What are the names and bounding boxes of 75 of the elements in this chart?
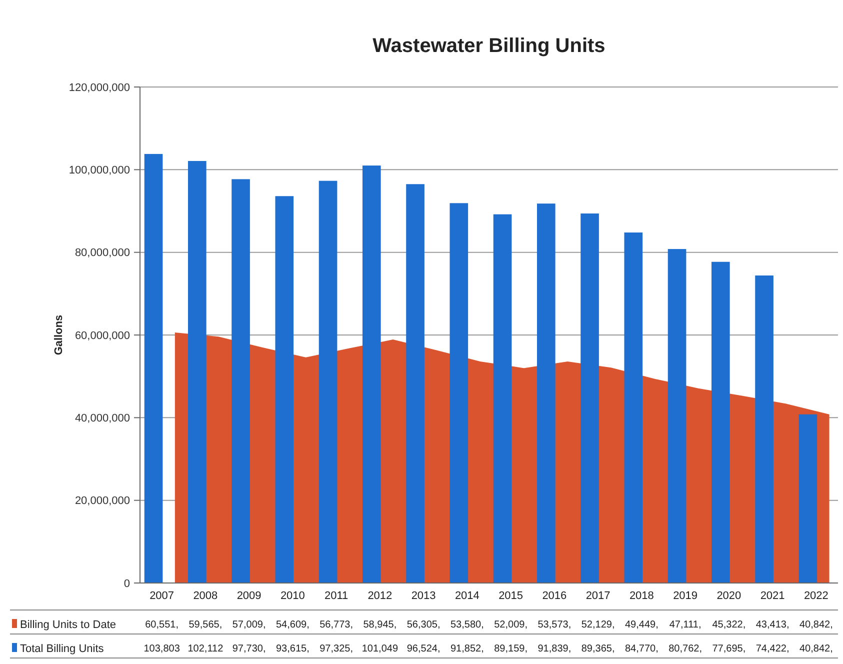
text: 77,695, — [712, 644, 746, 654]
text: 57,009, — [232, 620, 266, 630]
y-tick-label: 40,000,000 — [74, 412, 130, 425]
legend-label: Total Billing Units — [20, 642, 104, 655]
text: 91,839, — [538, 644, 572, 654]
x-tick-label: 2018 — [629, 590, 654, 602]
y-tick-label: 100,000,000 — [68, 164, 130, 177]
bar — [755, 275, 774, 583]
text: 47,111, — [669, 620, 702, 630]
text: 93,615, — [276, 644, 310, 654]
text: 54,609, — [276, 620, 310, 630]
text: 89,365, — [581, 644, 615, 654]
x-tick-label: 2007 — [150, 590, 174, 602]
text: 89,159, — [494, 644, 528, 654]
text: 103,803 — [144, 644, 180, 654]
text: 80,762, — [668, 644, 702, 654]
chart-title: Wastewater Billing Units — [372, 35, 606, 57]
bar — [450, 203, 468, 583]
text: 53,580, — [450, 620, 484, 630]
y-axis-title: Gallons — [53, 314, 65, 356]
bar — [668, 249, 686, 583]
x-tick-label: 2014 — [454, 590, 480, 602]
x-tick-label: 2008 — [193, 590, 218, 602]
bar — [580, 213, 599, 583]
x-tick-label: 2015 — [498, 590, 524, 602]
bar — [624, 232, 643, 583]
text: 59,565, — [188, 620, 222, 630]
x-tick-label: 2013 — [411, 590, 436, 602]
y-tick-label: 120,000,000 — [68, 82, 130, 94]
bar — [711, 262, 730, 583]
text: 102,112 — [188, 644, 224, 654]
x-tick-label: 2010 — [280, 590, 305, 602]
x-tick-label: 2020 — [716, 590, 742, 602]
text: 56,773, — [320, 620, 353, 630]
bar — [406, 184, 424, 583]
text: 52,129, — [581, 620, 615, 630]
bar — [493, 214, 512, 583]
y-tick-label: 20,000,000 — [74, 495, 130, 508]
text: 43,413, — [756, 620, 790, 630]
x-tick-label: 2019 — [673, 590, 698, 602]
text: 49,449, — [625, 620, 658, 630]
bar — [232, 179, 250, 583]
text: 91,852, — [450, 644, 484, 654]
text: 60,551, — [145, 620, 178, 630]
legend-label: Billing Units to Date — [20, 618, 116, 631]
text: 97,325, — [320, 644, 353, 654]
bar — [144, 154, 163, 583]
text: 58,945, — [363, 620, 397, 630]
text: 56,305, — [406, 620, 440, 630]
x-tick-label: 2022 — [804, 590, 828, 602]
bar — [798, 414, 818, 583]
text: 45,322, — [712, 620, 746, 630]
text: 53,573, — [538, 620, 572, 630]
x-tick-label: 2017 — [586, 590, 610, 602]
text: 52,009, — [494, 620, 528, 630]
text: 97,730, — [232, 644, 266, 654]
x-tick-label: 2021 — [760, 590, 785, 602]
text: 84,770, — [625, 644, 658, 654]
text: 96,524, — [406, 644, 440, 654]
x-tick-label: 2016 — [542, 590, 567, 602]
bar — [188, 160, 206, 583]
x-tick-label: 2009 — [236, 590, 262, 602]
y-tick-label: 80,000,000 — [74, 247, 130, 260]
bar — [275, 196, 294, 583]
bar — [362, 166, 381, 583]
bar — [318, 180, 338, 583]
text: 40,842, — [800, 644, 833, 654]
x-tick-label: 2012 — [368, 590, 392, 602]
text: 101,049 — [362, 644, 398, 654]
text: 74,422, — [756, 644, 790, 654]
x-tick-label: 2011 — [324, 590, 348, 602]
text: 40,842, — [800, 620, 833, 630]
y-tick-label: 60,000,000 — [74, 330, 130, 342]
y-tick-label: 0 — [124, 578, 130, 590]
bar — [536, 204, 556, 583]
